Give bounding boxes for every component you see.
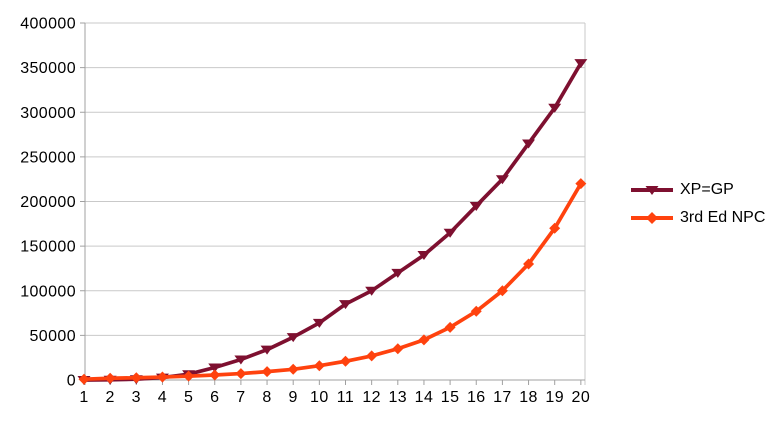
data-marker-triangle-down: [417, 251, 431, 261]
x-axis-tick-label: 17: [493, 389, 512, 406]
data-marker-triangle-down: [234, 355, 248, 365]
data-marker-triangle-down: [574, 59, 588, 69]
legend-line-diamond-marker-icon: [631, 212, 673, 224]
x-axis-tick-label: 10: [310, 389, 329, 406]
data-marker-triangle-down: [469, 201, 483, 211]
legend-label-xp-gp: XP=GP: [680, 181, 734, 198]
x-axis-tick-label: 1: [79, 389, 88, 406]
x-axis-tick-label: 4: [158, 389, 167, 406]
data-marker-diamond: [392, 343, 404, 355]
y-axis-tick-label: 200000: [20, 194, 76, 211]
data-marker-diamond: [313, 360, 325, 372]
data-marker-diamond: [549, 222, 561, 234]
data-marker-diamond: [575, 178, 587, 190]
data-marker-diamond: [261, 366, 273, 378]
legend-item-xp-gp: XP=GP: [630, 176, 765, 204]
x-axis-tick-label: 18: [519, 389, 538, 406]
series-line-1: [82, 181, 583, 382]
legend: XP=GP 3rd Ed NPC: [630, 176, 765, 232]
legend-label-3rd-ed-npc: 3rd Ed NPC: [680, 209, 766, 226]
y-axis-tick-label: 400000: [20, 16, 76, 33]
data-marker-diamond: [523, 258, 535, 270]
x-axis-tick-label: 13: [388, 389, 407, 406]
x-axis-tick-label: 6: [210, 389, 219, 406]
x-axis-tick-label: 7: [236, 389, 245, 406]
data-marker-diamond: [470, 305, 482, 317]
x-axis-tick-label: 20: [572, 389, 591, 406]
data-marker-diamond: [183, 370, 195, 382]
y-axis-tick-label: 250000: [20, 149, 76, 166]
data-marker-triangle-down: [495, 175, 509, 185]
data-marker-triangle-down: [312, 318, 326, 328]
data-marker-triangle-down: [339, 300, 352, 310]
y-axis-tick-label: 350000: [20, 60, 76, 77]
y-axis-tick-label: 50000: [30, 328, 77, 345]
x-axis-tick-label: 14: [415, 389, 434, 406]
data-marker-diamond: [287, 363, 299, 375]
data-marker-diamond: [444, 321, 456, 333]
data-marker-triangle-down: [286, 333, 300, 343]
data-marker-diamond: [104, 372, 116, 384]
y-axis-tick-label: 0: [67, 373, 76, 390]
x-axis-tick-label: 15: [441, 389, 460, 406]
y-axis-tick-label: 300000: [20, 105, 76, 122]
x-axis-tick-label: 3: [132, 389, 141, 406]
x-axis-tick-label: 19: [545, 389, 564, 406]
x-axis-tick-label: 9: [289, 389, 298, 406]
data-marker-triangle-down: [391, 268, 405, 278]
data-marker-diamond: [130, 372, 142, 384]
y-axis-tick-label: 150000: [20, 239, 76, 256]
data-marker-triangle-down: [548, 103, 562, 113]
x-axis-tick-label: 5: [184, 389, 193, 406]
x-axis-tick-label: 11: [337, 389, 354, 406]
data-marker-diamond: [156, 371, 168, 383]
x-axis-tick-label: 16: [467, 389, 486, 406]
data-marker-diamond: [209, 369, 221, 381]
data-marker-diamond: [366, 350, 378, 362]
data-marker-diamond: [78, 373, 90, 385]
x-axis-tick-label: 12: [362, 389, 381, 406]
series-line-0: [82, 61, 583, 382]
data-marker-diamond: [235, 368, 247, 380]
data-marker-triangle-down: [522, 139, 536, 149]
y-axis-tick-label: 100000: [20, 283, 76, 300]
x-axis-tick-label: 2: [105, 389, 114, 406]
data-marker-diamond: [418, 334, 430, 346]
data-marker-diamond: [340, 355, 351, 367]
data-marker-diamond: [496, 285, 508, 297]
data-marker-triangle-down: [260, 345, 274, 355]
data-marker-triangle-down: [365, 286, 379, 296]
legend-line-triangle-marker-icon: [631, 186, 673, 195]
x-axis-tick-label: 8: [262, 389, 271, 406]
data-marker-triangle-down: [443, 228, 457, 238]
data-marker-triangle-down: [208, 363, 222, 373]
legend-item-3rd-ed-npc: 3rd Ed NPC: [630, 204, 765, 232]
